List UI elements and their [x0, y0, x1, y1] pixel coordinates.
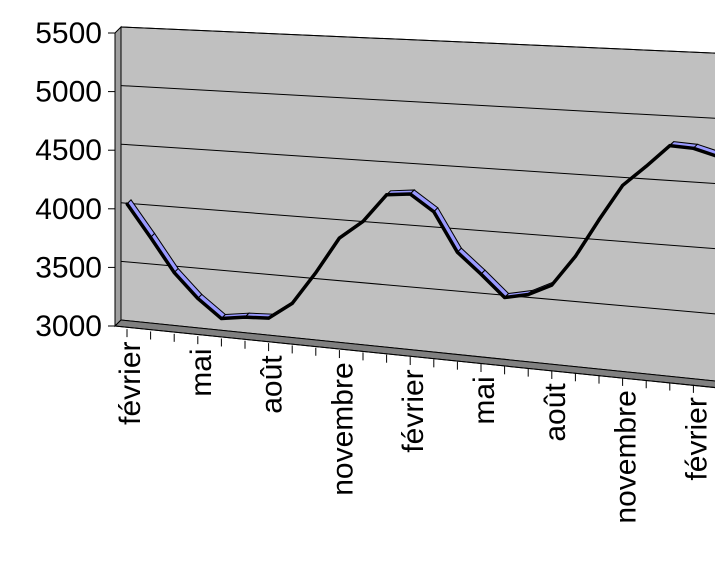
x-tick-label: février: [397, 369, 430, 452]
data-point: [244, 316, 247, 319]
x-tick-label: août: [256, 355, 289, 414]
data-point: [456, 251, 459, 254]
x-tick-label: mai: [468, 376, 501, 424]
side-wall: [115, 27, 121, 326]
data-point: [126, 202, 129, 205]
data-point: [503, 296, 506, 299]
x-tick-label: novembre: [326, 362, 359, 495]
data-point: [149, 236, 152, 239]
x-tick-label: février: [114, 341, 147, 424]
data-point: [196, 297, 199, 300]
x-tick-label: août: [539, 383, 572, 442]
data-point: [480, 273, 483, 276]
data-point: [692, 147, 695, 150]
y-tick-label: 3000: [35, 310, 102, 343]
data-point: [409, 192, 412, 195]
data-point: [291, 302, 294, 305]
data-point: [220, 317, 223, 320]
data-point: [362, 220, 365, 223]
data-point: [173, 271, 176, 274]
data-point: [338, 237, 341, 240]
data-point: [645, 165, 648, 168]
data-point: [527, 293, 530, 296]
y-tick-label: 5000: [35, 76, 102, 109]
chart-walls: [115, 27, 715, 389]
data-point: [550, 284, 553, 287]
data-point: [385, 193, 388, 196]
y-tick-label: 3500: [35, 251, 102, 284]
data-point: [598, 218, 601, 221]
y-tick-label: 4500: [35, 134, 102, 167]
y-tick-label: 5500: [35, 17, 102, 50]
data-point: [432, 210, 435, 213]
x-tick-label: mai: [185, 348, 218, 396]
x-tick-label: février: [680, 397, 713, 480]
y-tick-labels: 3000 3500 4000 4500 5000 5500: [35, 17, 102, 343]
data-point: [314, 271, 317, 274]
y-tick-label: 4000: [35, 193, 102, 226]
data-point: [267, 317, 270, 320]
x-tick-label: novembre: [610, 390, 643, 523]
data-point: [668, 144, 671, 147]
data-point: [574, 255, 577, 258]
data-point: [621, 184, 624, 187]
